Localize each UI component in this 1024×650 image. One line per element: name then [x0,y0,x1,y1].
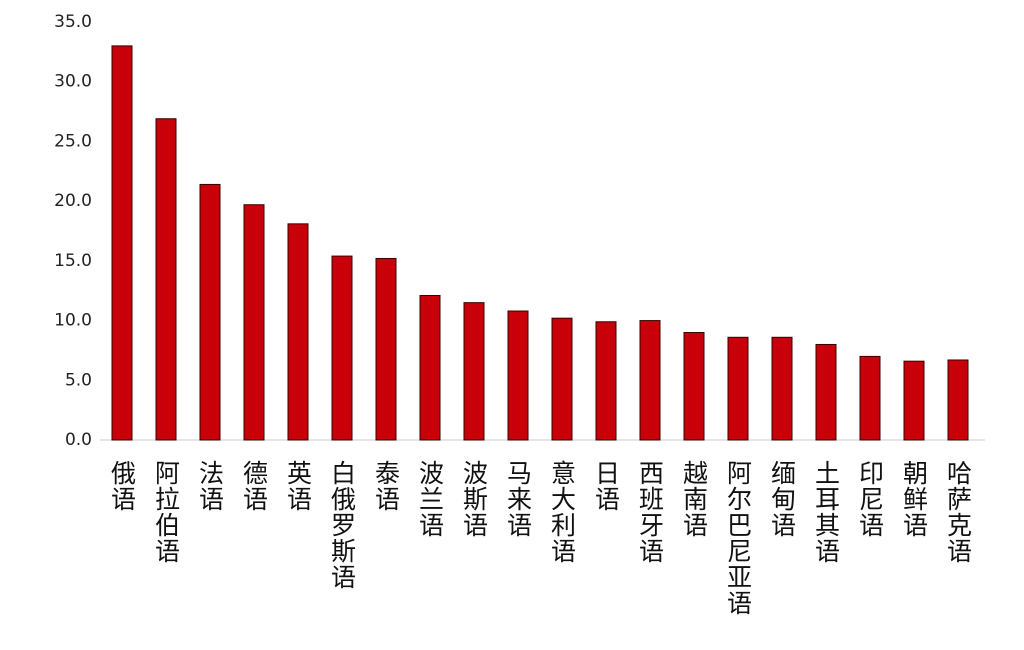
bar [639,320,661,441]
y-tick-label: 0.0 [65,430,92,450]
y-tick-label: 5.0 [65,370,92,390]
bar [947,359,969,441]
x-tick-label: 土耳其语 [812,460,841,564]
x-tick-label: 马来语 [504,460,533,538]
bar [507,310,529,441]
x-tick-label: 阿尔巴尼亚语 [724,460,753,616]
bar [287,223,309,441]
x-tick-label: 越南语 [680,460,709,538]
bar [111,45,133,441]
x-tick-label: 缅甸语 [768,460,797,538]
y-tick-label: 10.0 [54,311,92,331]
x-tick-label: 法语 [196,460,225,512]
x-tick-label: 印尼语 [856,460,885,538]
bar [243,204,265,441]
x-tick-label: 日语 [592,460,621,512]
bar [419,294,441,441]
x-tick-label: 意大利语 [548,460,577,564]
bar [595,321,617,441]
bar [551,317,573,441]
bar [859,355,881,441]
bar [155,118,177,441]
bar [375,257,397,441]
y-tick-label: 35.0 [54,12,92,32]
x-tick-label: 德语 [240,460,269,512]
bar [727,336,749,441]
x-tick-label: 泰语 [372,460,401,512]
x-tick-label: 西班牙语 [636,460,665,564]
x-tick-label: 俄语 [108,460,137,512]
y-tick-label: 20.0 [54,191,92,211]
x-tick-label: 英语 [284,460,313,512]
x-tick-label: 阿拉伯语 [152,460,181,564]
x-tick-label: 白俄罗斯语 [328,460,357,590]
bar [771,336,793,441]
x-tick-label: 波斯语 [460,460,489,538]
bar [903,360,925,441]
bar [331,255,353,441]
bar [199,183,221,441]
y-tick-label: 30.0 [54,72,92,92]
x-tick-label: 朝鲜语 [900,460,929,538]
bar [815,343,837,441]
x-tick-label: 哈萨克语 [944,460,973,564]
y-tick-label: 25.0 [54,131,92,151]
x-tick-label: 波兰语 [416,460,445,538]
bar [463,302,485,441]
bar [683,332,705,441]
y-tick-label: 15.0 [54,251,92,271]
